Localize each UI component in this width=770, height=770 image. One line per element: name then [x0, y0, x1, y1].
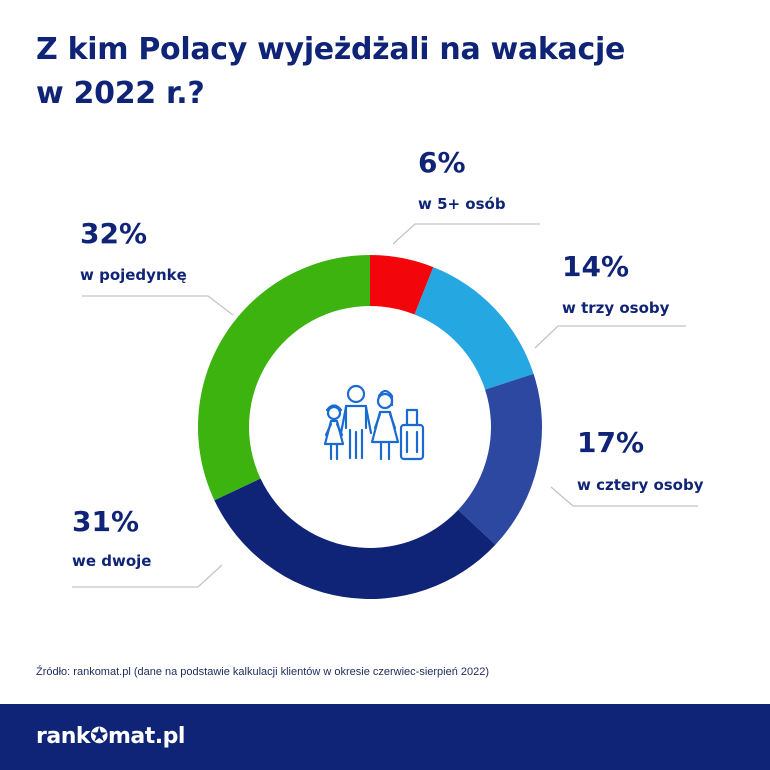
- slice-label-pojedynke: w pojedynkę: [80, 266, 187, 284]
- slice-label-dwoje: we dwoje: [72, 552, 151, 570]
- slice-label-5plus: w 5+ osób: [418, 195, 506, 213]
- logo-star-icon: ✪: [90, 724, 108, 749]
- chart-title-line-1: Z kim Polacy wyjeżdżali na wakacje: [36, 32, 626, 67]
- leader-line-dwoje: [72, 564, 223, 588]
- chart-title: Z kim Polacy wyjeżdżali na wakacje w 202…: [36, 28, 736, 116]
- leader-line-cztery: [550, 486, 698, 507]
- family-with-luggage-icon: [323, 384, 425, 461]
- slice-value-cztery: 17%: [577, 426, 644, 459]
- logo-text-start: rank: [36, 724, 91, 749]
- footer-bar: rank✪mat.pl: [0, 704, 770, 770]
- donut-slice-dwoje: [214, 478, 496, 599]
- source-note: Źródło: rankomat.pl (dane na podstawie k…: [36, 666, 490, 678]
- donut-slice-5plus: [370, 255, 434, 315]
- slice-value-5plus: 6%: [418, 146, 466, 179]
- donut-slice-trzy: [414, 267, 534, 390]
- donut-slice-cztery: [458, 373, 542, 545]
- donut-chart: 6% w 5+ osób 14% w trzy osoby 17% w czte…: [72, 146, 704, 599]
- leader-line-pojedynke: [82, 295, 234, 316]
- logo-text-end: mat.pl: [107, 724, 185, 749]
- slice-value-trzy: 14%: [562, 250, 629, 283]
- chart-title-line-2: w 2022 r.?: [36, 76, 205, 111]
- slice-label-trzy: w trzy osoby: [562, 299, 670, 317]
- leader-line-5plus: [392, 223, 540, 245]
- donut-slice-pojedynke: [198, 255, 370, 501]
- leader-lines: [72, 223, 698, 588]
- slice-value-dwoje: 31%: [72, 505, 139, 538]
- rankomat-logo: rank✪mat.pl: [36, 724, 185, 749]
- leader-line-trzy: [534, 325, 686, 349]
- slice-value-pojedynke: 32%: [80, 217, 147, 250]
- donut-slices: [198, 255, 542, 599]
- slice-label-cztery: w cztery osoby: [577, 476, 704, 494]
